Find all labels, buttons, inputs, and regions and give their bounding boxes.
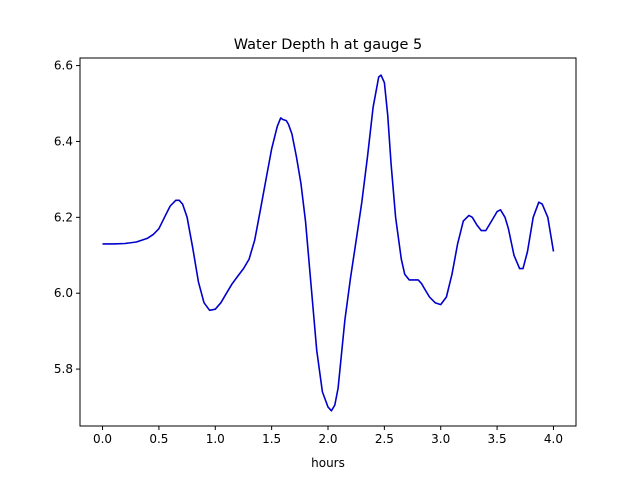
x-tick-label: 1.5 — [262, 432, 281, 446]
chart-title: Water Depth h at gauge 5 — [234, 37, 422, 53]
x-tick-label: 0.0 — [93, 432, 112, 446]
x-axis: 0.0 0.5 1.0 1.5 2.0 2.5 3.0 3.5 4.0 — [93, 426, 563, 446]
x-axis-label: hours — [311, 456, 345, 470]
y-axis: 5.8 6.0 6.2 6.4 6.6 — [54, 59, 80, 376]
plot-frame — [79, 57, 577, 427]
x-tick-label: 4.0 — [544, 432, 563, 446]
y-tick-label: 6.0 — [54, 286, 73, 300]
x-tick-label: 2.0 — [318, 432, 337, 446]
x-tick-label: 0.5 — [149, 432, 168, 446]
x-tick-label: 2.5 — [375, 432, 394, 446]
plot-area — [102, 74, 555, 412]
y-tick-label: 6.6 — [54, 59, 73, 73]
x-tick-label: 3.5 — [488, 432, 507, 446]
y-tick-label: 6.2 — [54, 210, 73, 224]
x-tick-label: 3.0 — [431, 432, 450, 446]
water-depth-line — [102, 74, 555, 412]
y-tick-label: 5.8 — [54, 362, 73, 376]
x-tick-label: 1.0 — [206, 432, 225, 446]
y-tick-label: 6.4 — [54, 134, 73, 148]
